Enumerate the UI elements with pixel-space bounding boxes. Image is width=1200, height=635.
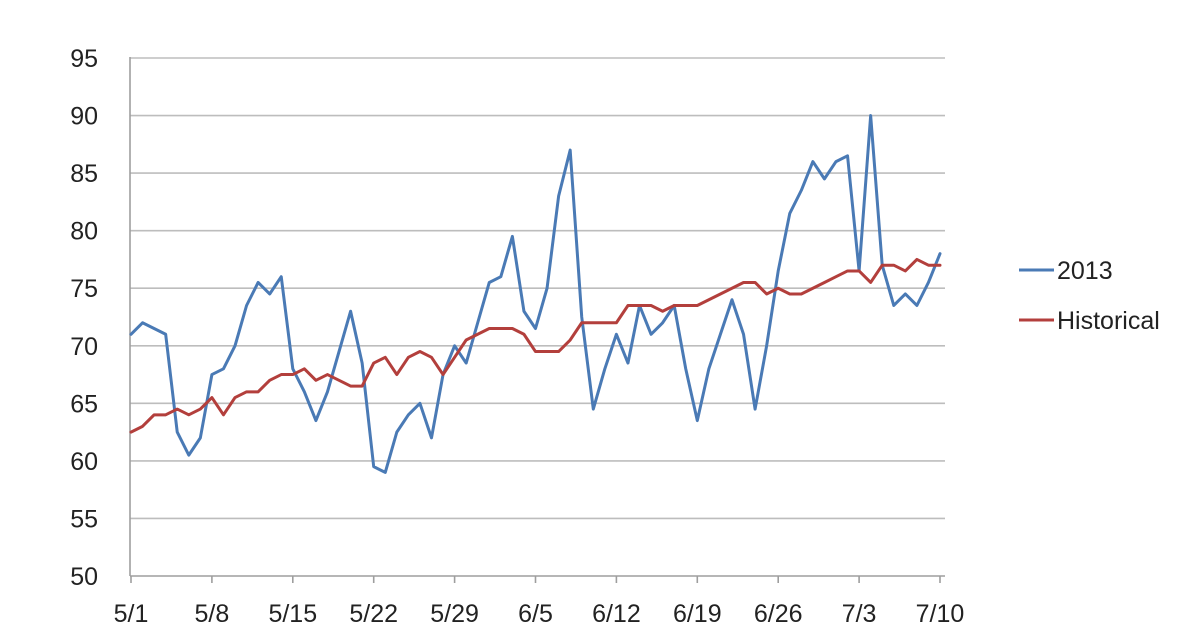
x-tick-label: 7/10 xyxy=(916,600,965,628)
series-lines xyxy=(129,114,942,474)
y-tick-label: 55 xyxy=(70,505,98,533)
y-tick-label: 50 xyxy=(70,563,98,591)
x-tick-label: 7/3 xyxy=(842,600,877,628)
y-tick-label: 65 xyxy=(70,390,98,418)
y-tick-label: 60 xyxy=(70,448,98,476)
y-tick-label: 75 xyxy=(70,275,98,303)
x-tick-label: 5/29 xyxy=(430,600,479,628)
x-tick-label: 6/19 xyxy=(673,600,722,628)
gridlines xyxy=(130,57,945,520)
y-tick-label: 80 xyxy=(70,218,98,246)
y-tick-label: 70 xyxy=(70,333,98,361)
x-tick-label: 6/5 xyxy=(518,600,553,628)
x-tick-label: 5/8 xyxy=(195,600,230,628)
legend-label-2013: 2013 xyxy=(1057,257,1113,285)
y-tick-label: 90 xyxy=(70,103,98,131)
legend: 2013 Historical xyxy=(1019,257,1160,335)
series-line-2013 xyxy=(129,114,942,474)
x-tick-label: 6/26 xyxy=(754,600,803,628)
legend-label-historical: Historical xyxy=(1057,307,1160,335)
x-tick-label: 5/22 xyxy=(349,600,398,628)
y-tick-label: 85 xyxy=(70,160,98,188)
x-tick-label: 6/12 xyxy=(592,600,641,628)
y-tick-label: 95 xyxy=(70,45,98,73)
x-tick-label: 5/1 xyxy=(114,600,149,628)
series-line-historical xyxy=(129,257,942,434)
x-tick-label: 5/15 xyxy=(268,600,317,628)
axes: 50 55 60 65 70 75 80 85 90 95 5/1 5/8 5/15 5/22 5/29 6/… xyxy=(70,45,964,628)
